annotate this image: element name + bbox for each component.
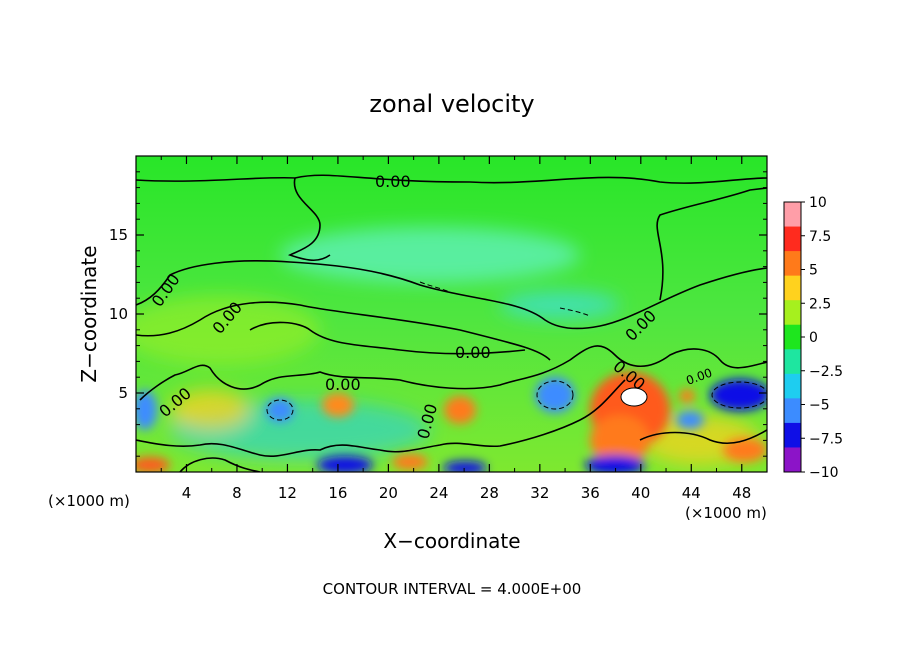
x-tick-label: 44: [682, 484, 701, 502]
contour-line: [136, 260, 767, 330]
heatmap-region: [317, 456, 373, 472]
colorbar-swatch: [784, 300, 801, 326]
colorbar-swatch: [784, 324, 801, 350]
x-axis: 4 8 12 16 20 24 28 32 36 40 44 48: [160, 156, 751, 502]
colorbar-tick-label: 5: [809, 263, 818, 279]
maximum-core: [620, 387, 648, 407]
contour-line: [266, 399, 294, 421]
heatmap-region: [322, 393, 354, 417]
colorbar-tick-label: 2.5: [809, 296, 831, 312]
contour-line: [249, 321, 526, 355]
heatmap-region: [590, 415, 650, 465]
x-tick-label: 28: [480, 484, 499, 502]
x-tick-label: 8: [232, 484, 242, 502]
heatmap-region: [170, 390, 250, 430]
colorbar-swatch: [784, 422, 801, 448]
x-tick-label: 24: [429, 484, 448, 502]
y-axis-unit: (×1000 m): [48, 492, 130, 510]
heatmap-region: [443, 461, 487, 472]
colorbar-tick-label: 10: [809, 195, 827, 211]
contour-line: [287, 177, 331, 262]
heatmap-field: 0.00 0.00 0.00 0.00 0.00 0.00 0.00 0.00 …: [136, 156, 767, 472]
heatmap-region: [280, 227, 580, 283]
contour-line: [656, 187, 767, 301]
colorbar-tick-label: 0: [809, 330, 818, 346]
colorbar-tick-label: −2.5: [809, 364, 843, 380]
heatmap-region: [679, 389, 695, 403]
contour-line: [136, 379, 626, 457]
colorbar: 10 7.5 5 2.5 0 −2.5 −5 −7.5 −10: [783, 195, 843, 481]
x-tick-label: 36: [581, 484, 600, 502]
heatmap-region: [585, 455, 645, 472]
heatmap-region: [676, 411, 704, 429]
contour-label: 0.00: [375, 172, 411, 191]
contour-line: [536, 380, 574, 410]
y-axis: 5 10 15: [109, 171, 767, 457]
colorbar-swatch: [784, 447, 801, 473]
contour-line: [559, 307, 591, 317]
y-tick-label: 10: [109, 305, 128, 323]
contour-line: [179, 457, 261, 472]
colorbar-swatch: [784, 373, 801, 399]
x-tick-label: 32: [530, 484, 549, 502]
contour-label: 0.00: [455, 343, 491, 362]
heatmap-region: [500, 291, 620, 319]
y-tick-label: 15: [109, 226, 128, 244]
contour-line: [711, 381, 767, 409]
heatmap-region: [444, 396, 476, 424]
colorbar-swatch: [784, 349, 801, 375]
colorbar-tick-label: 7.5: [809, 229, 831, 245]
x-axis-unit: (×1000 m): [685, 504, 767, 522]
negative-contours: [266, 281, 767, 421]
colorbar-swatch: [784, 275, 801, 301]
contour-label: 0.00: [325, 375, 361, 394]
heatmap-region: [392, 454, 428, 470]
heatmap-region: [136, 295, 320, 365]
colorbar-swatch: [784, 398, 801, 424]
y-axis-label: Z−coordinate: [77, 245, 101, 382]
heatmap-region: [136, 390, 157, 430]
zero-contours: [136, 174, 767, 472]
contour-line: [139, 345, 767, 401]
x-tick-label: 40: [631, 484, 650, 502]
x-axis-label: X−coordinate: [383, 529, 520, 553]
contour-line: [136, 301, 551, 361]
heatmap-region: [710, 379, 767, 411]
x-tick-label: 20: [379, 484, 398, 502]
heatmap-region: [535, 377, 575, 413]
x-tick-label: 16: [328, 484, 347, 502]
x-tick-label: 12: [278, 484, 297, 502]
chart-title: zonal velocity: [369, 90, 534, 118]
colorbar-tick-label: −10: [809, 465, 839, 481]
colorbar-tick-label: −5: [809, 398, 830, 414]
colorbar-swatch: [784, 226, 801, 252]
heatmap-region: [723, 438, 767, 462]
contour-line: [639, 429, 767, 445]
contour-line: [419, 281, 451, 293]
colorbar-tick-label: −7.5: [809, 431, 843, 447]
colorbar-swatch: [784, 202, 801, 228]
y-tick-label: 5: [118, 384, 128, 402]
contour-line: [136, 174, 767, 184]
heatmap-region: [266, 398, 294, 422]
colorbar-swatch: [784, 251, 801, 277]
x-tick-label: 4: [182, 484, 192, 502]
x-tick-label: 48: [732, 484, 751, 502]
contour-interval-note: CONTOUR INTERVAL = 4.000E+00: [323, 580, 582, 598]
